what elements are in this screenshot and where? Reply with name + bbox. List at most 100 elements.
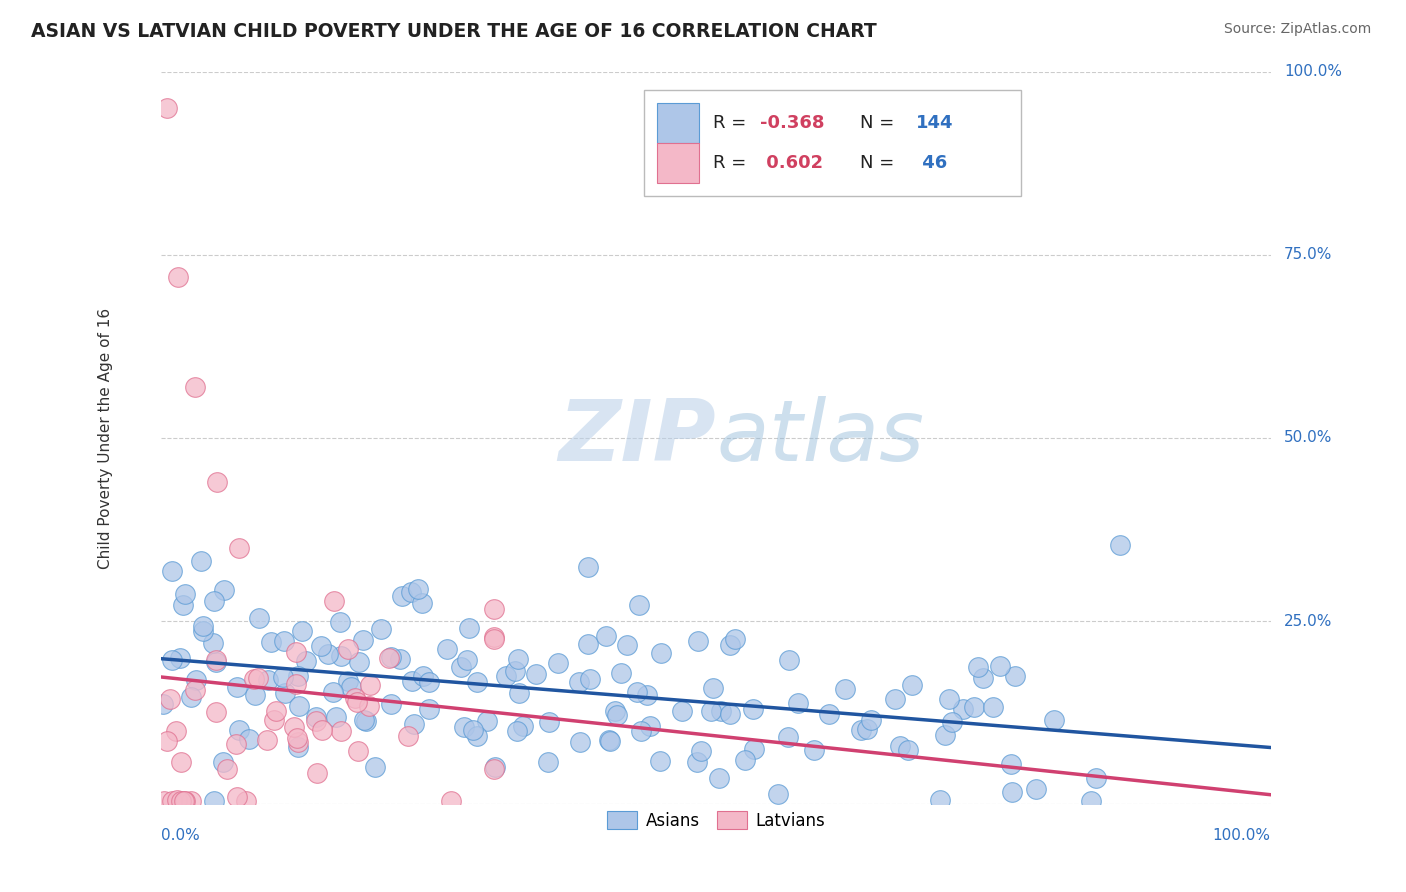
Point xyxy=(388,652,411,666)
Point xyxy=(336,673,359,688)
Point xyxy=(180,690,202,705)
Point xyxy=(336,641,359,656)
Text: atlas: atlas xyxy=(716,396,924,480)
Text: ZIP: ZIP xyxy=(558,396,716,480)
Point xyxy=(190,553,212,567)
Point xyxy=(576,559,599,574)
Point xyxy=(484,760,506,774)
Point xyxy=(215,762,238,776)
Point xyxy=(606,708,628,723)
Point xyxy=(690,744,713,758)
Point xyxy=(191,624,214,639)
Point xyxy=(291,624,314,638)
Point xyxy=(512,719,534,733)
Point xyxy=(156,734,179,748)
Point xyxy=(941,714,963,729)
Point xyxy=(401,673,423,688)
Point xyxy=(287,739,309,754)
Point xyxy=(718,638,741,652)
Point xyxy=(724,632,747,646)
Text: R =: R = xyxy=(713,114,752,132)
Point xyxy=(180,794,202,808)
Point xyxy=(211,756,233,770)
Point xyxy=(503,664,526,678)
Point xyxy=(538,714,561,729)
Point xyxy=(205,653,228,667)
Point xyxy=(766,787,789,801)
Point xyxy=(938,692,960,706)
Point xyxy=(1001,784,1024,798)
Point xyxy=(411,596,433,610)
Point xyxy=(162,653,184,667)
Point xyxy=(352,632,374,647)
Point xyxy=(465,674,488,689)
Text: N =: N = xyxy=(860,114,900,132)
Text: 0.602: 0.602 xyxy=(761,154,824,172)
Point xyxy=(418,674,440,689)
Point xyxy=(404,717,426,731)
Point xyxy=(288,699,311,714)
Point xyxy=(671,704,693,718)
Point xyxy=(787,696,810,710)
Point xyxy=(235,794,257,808)
Point xyxy=(323,594,346,608)
Point xyxy=(284,677,307,691)
Text: 0.0%: 0.0% xyxy=(162,828,200,843)
Point xyxy=(285,731,308,745)
Point xyxy=(412,669,434,683)
Point xyxy=(605,704,627,718)
Point xyxy=(482,601,505,615)
Point xyxy=(152,697,174,711)
Point xyxy=(537,755,560,769)
Point xyxy=(202,794,225,808)
Point xyxy=(329,615,352,630)
Point xyxy=(247,611,270,625)
Point xyxy=(170,755,193,769)
Point xyxy=(353,713,375,727)
Point xyxy=(346,695,368,709)
Point xyxy=(967,660,990,674)
Point xyxy=(627,598,650,612)
Point xyxy=(156,101,179,115)
Point xyxy=(153,794,176,808)
Point xyxy=(304,710,326,724)
Point xyxy=(264,704,287,718)
Point xyxy=(638,718,661,732)
Point xyxy=(226,680,249,694)
Point xyxy=(287,734,309,748)
Point xyxy=(311,723,333,737)
Text: R =: R = xyxy=(713,154,752,172)
Point xyxy=(699,704,721,718)
Point xyxy=(380,697,402,711)
Point xyxy=(741,701,763,715)
Point xyxy=(834,682,856,697)
Point xyxy=(259,635,281,649)
Point xyxy=(707,771,730,785)
Point xyxy=(396,729,419,743)
Point xyxy=(778,730,800,744)
Point xyxy=(263,713,285,727)
Point xyxy=(1000,757,1022,772)
Text: 46: 46 xyxy=(915,154,948,172)
Point xyxy=(579,673,602,687)
Point xyxy=(1085,771,1108,785)
Point xyxy=(849,723,872,737)
Point xyxy=(173,794,195,808)
Text: Source: ZipAtlas.com: Source: ZipAtlas.com xyxy=(1223,22,1371,37)
Point xyxy=(364,759,387,773)
Point xyxy=(1043,713,1066,727)
Point xyxy=(440,794,463,808)
Point xyxy=(506,723,529,738)
Point xyxy=(616,638,638,652)
Point xyxy=(568,734,591,748)
Point xyxy=(329,648,352,663)
Point xyxy=(859,713,882,727)
Point xyxy=(159,692,181,706)
Point xyxy=(166,793,188,807)
Point xyxy=(228,723,250,737)
Point xyxy=(271,669,294,683)
Point xyxy=(256,733,278,747)
Point xyxy=(456,653,478,667)
Point xyxy=(495,668,517,682)
Point xyxy=(718,707,741,722)
